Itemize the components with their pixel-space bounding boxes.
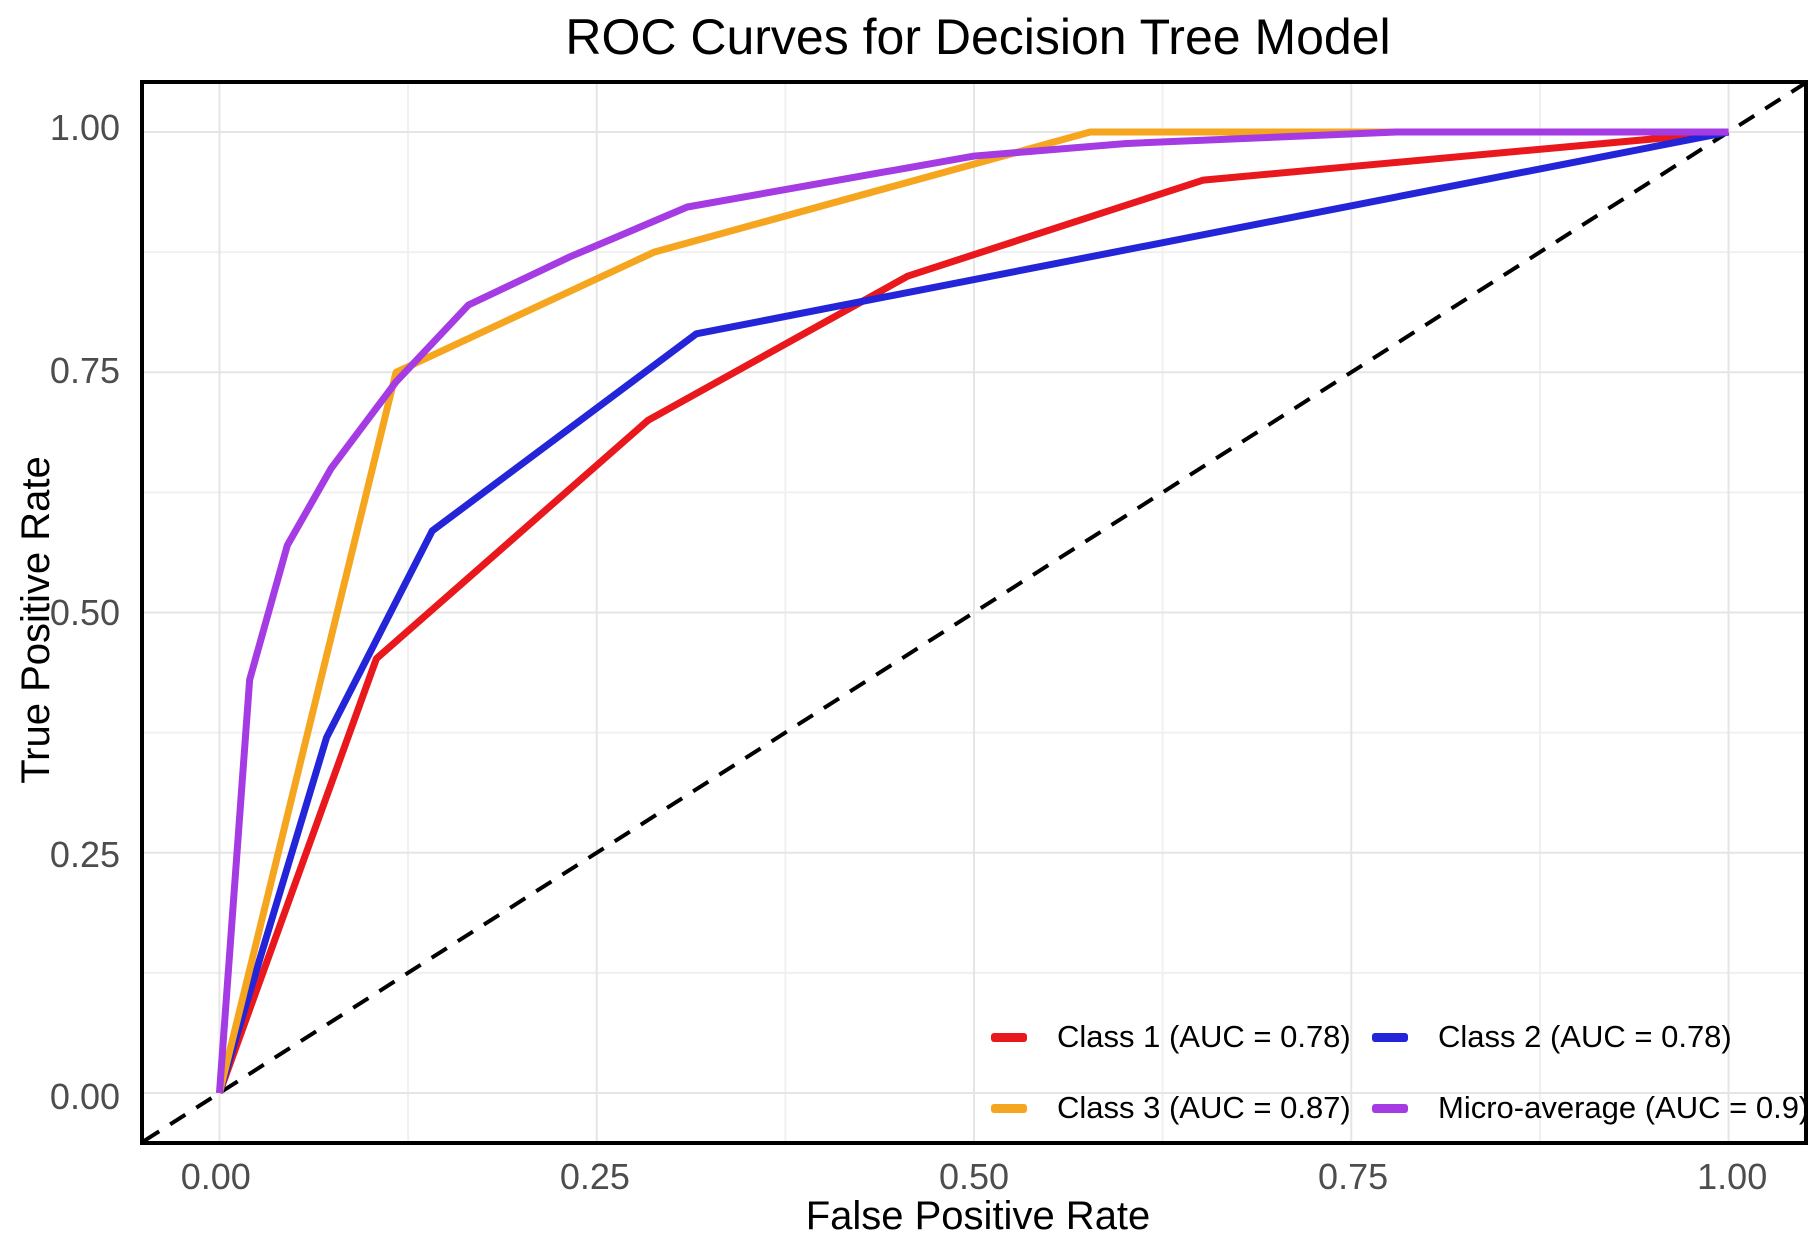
plot-svg: [144, 84, 1804, 1141]
y-tick-label: 0.50: [49, 591, 120, 633]
legend-label-micro-average: Micro-average (AUC = 0.9): [1438, 1090, 1810, 1125]
legend-entry-class-1: Class 1 (AUC = 0.78): [991, 1016, 1351, 1058]
legend-label-class-3: Class 3 (AUC = 0.87): [1057, 1090, 1351, 1125]
roc-curve-3: [219, 132, 1728, 1093]
roc-curve-4: [219, 132, 1728, 1093]
legend-key-class-1: [991, 1032, 1027, 1042]
legend-label-class-2: Class 2 (AUC = 0.78): [1438, 1019, 1732, 1054]
y-tick-label: 0.75: [49, 349, 120, 391]
legend-key-micro-average: [1372, 1103, 1408, 1113]
y-tick-label: 0.25: [49, 833, 120, 875]
legend-key-class-3: [991, 1103, 1027, 1113]
x-tick-label: 0.25: [559, 1156, 630, 1197]
roc-curve-1: [219, 132, 1728, 1093]
x-tick-label: 1.00: [1697, 1156, 1768, 1197]
chance-diagonal-line: [144, 84, 1804, 1141]
plot-panel: [140, 80, 1808, 1145]
legend-label-class-1: Class 1 (AUC = 0.78): [1057, 1019, 1351, 1054]
x-tick-label: 0.75: [1318, 1156, 1389, 1197]
x-axis-title: False Positive Rate: [805, 1194, 1151, 1238]
y-tick-label: 1.00: [49, 107, 120, 149]
y-tick-label: 0.00: [49, 1075, 120, 1117]
x-tick-label: 0.50: [938, 1156, 1010, 1197]
x-tick-label: 0.00: [180, 1156, 251, 1197]
legend-entry-micro-average: Micro-average (AUC = 0.9): [1372, 1087, 1809, 1129]
legend-key-class-2: [1372, 1032, 1408, 1042]
roc-curve-2: [219, 132, 1728, 1093]
chart-title: ROC Curves for Decision Tree Model: [565, 9, 1391, 65]
legend-entry-class-3: Class 3 (AUC = 0.87): [991, 1087, 1351, 1129]
legend-entry-class-2: Class 2 (AUC = 0.78): [1372, 1016, 1732, 1058]
